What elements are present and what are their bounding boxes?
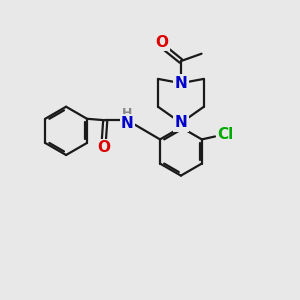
Text: N: N bbox=[175, 116, 187, 130]
Text: N: N bbox=[175, 76, 187, 91]
Text: N: N bbox=[121, 116, 134, 131]
Text: Cl: Cl bbox=[217, 128, 233, 142]
Text: H: H bbox=[122, 107, 133, 120]
Text: O: O bbox=[97, 140, 110, 155]
Text: O: O bbox=[156, 35, 169, 50]
